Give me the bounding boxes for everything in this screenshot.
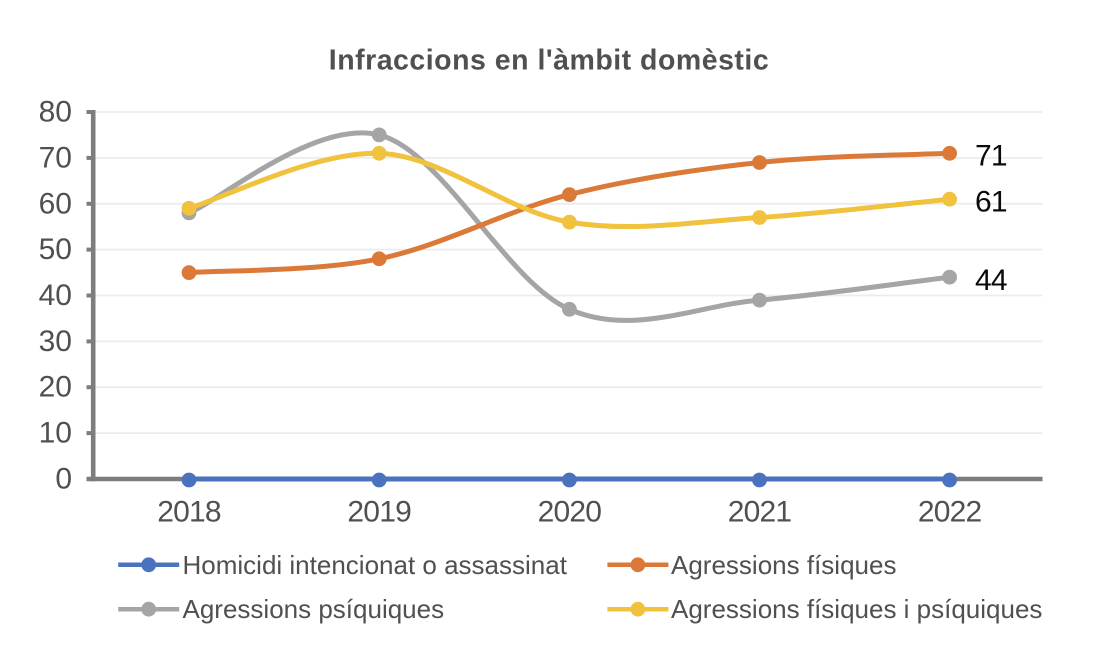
svg-text:61: 61 <box>975 186 1007 219</box>
svg-text:10: 10 <box>39 417 72 450</box>
svg-text:71: 71 <box>975 140 1007 173</box>
svg-text:40: 40 <box>39 279 72 312</box>
svg-text:20: 20 <box>39 371 72 404</box>
svg-text:70: 70 <box>39 141 72 174</box>
svg-text:Homicidi intencionat o assassi: Homicidi intencionat o assassinat <box>183 550 568 580</box>
svg-text:2022: 2022 <box>918 496 982 529</box>
svg-text:Agressions físiques: Agressions físiques <box>671 550 896 580</box>
svg-text:Agressions físiques i psíquiqu: Agressions físiques i psíquiques <box>671 594 1042 624</box>
svg-text:2018: 2018 <box>157 496 221 529</box>
svg-text:2019: 2019 <box>347 496 411 529</box>
svg-text:Agressions psíquiques: Agressions psíquiques <box>183 594 445 624</box>
svg-text:60: 60 <box>39 187 72 220</box>
svg-text:2021: 2021 <box>728 496 792 529</box>
svg-text:30: 30 <box>39 325 72 358</box>
svg-text:Infraccions en l'àmbit domèsti: Infraccions en l'àmbit domèstic <box>329 45 769 77</box>
svg-text:80: 80 <box>39 96 72 129</box>
svg-text:0: 0 <box>55 463 72 496</box>
svg-text:2020: 2020 <box>538 496 602 529</box>
svg-text:44: 44 <box>975 264 1007 297</box>
svg-text:50: 50 <box>39 233 72 266</box>
